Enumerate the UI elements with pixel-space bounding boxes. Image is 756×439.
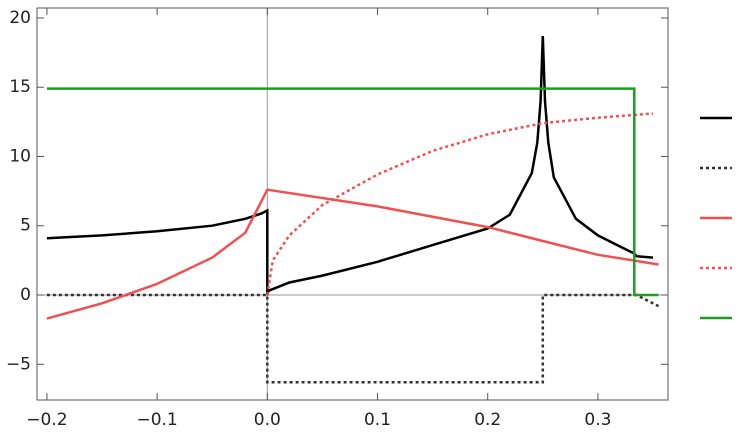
x-tick-label: 0.1 — [364, 410, 391, 430]
y-tick-label: 15 — [9, 77, 31, 97]
series-line — [266, 112, 654, 296]
x-tick-label: −0.1 — [136, 410, 177, 430]
y-tick-label: 20 — [9, 8, 31, 28]
y-tick-label: 10 — [9, 146, 31, 166]
y-tick-label: −5 — [6, 354, 31, 374]
x-tick-label: 0.2 — [474, 410, 501, 430]
series-line — [46, 87, 659, 297]
y-tick-label: 5 — [20, 216, 31, 236]
x-tick-label: 0.3 — [584, 410, 611, 430]
series-line — [46, 293, 660, 384]
x-tick-label: 0.0 — [254, 410, 281, 430]
series-line — [46, 35, 654, 296]
y-tick-label: 0 — [20, 285, 31, 305]
plot-frame — [36, 7, 669, 401]
x-tick-label: −0.2 — [26, 410, 67, 430]
series-line — [46, 188, 659, 320]
